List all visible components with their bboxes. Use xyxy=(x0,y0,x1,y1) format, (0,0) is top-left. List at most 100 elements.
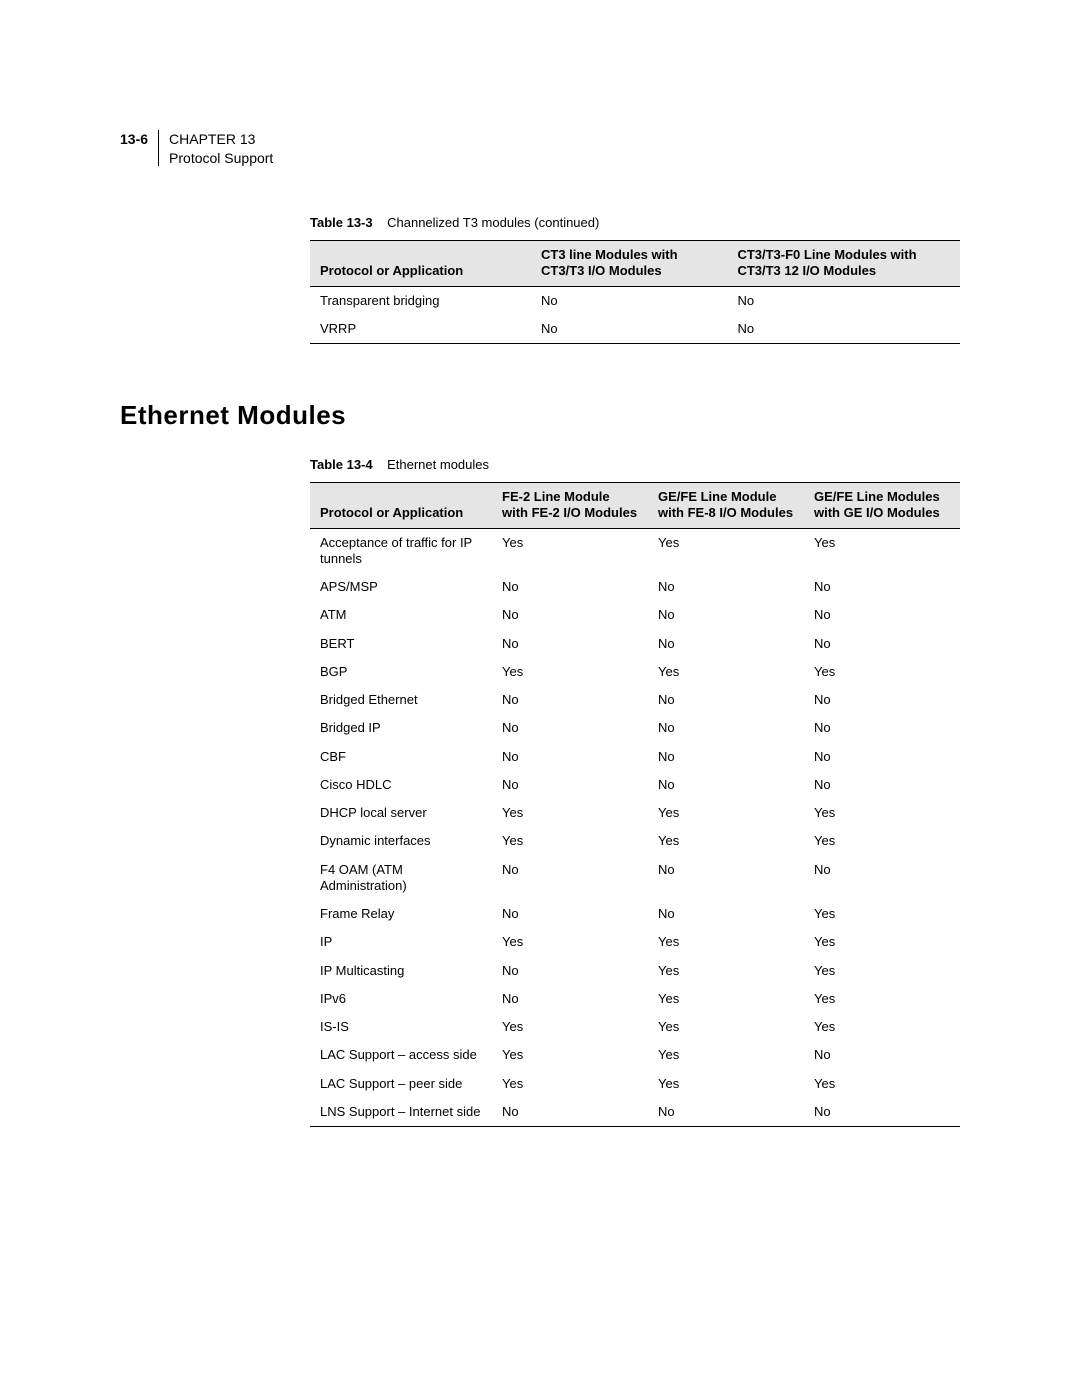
cell-value: Yes xyxy=(492,928,648,956)
cell-value: No xyxy=(648,573,804,601)
cell-value: No xyxy=(804,630,960,658)
cell-value: No xyxy=(648,771,804,799)
cell-value: No xyxy=(492,856,648,901)
table-row: Transparent bridgingNoNo xyxy=(310,286,960,315)
col-ct3: CT3 line Modules with CT3/T3 I/O Modules xyxy=(531,241,727,287)
cell-value: No xyxy=(804,601,960,629)
cell-value: No xyxy=(727,286,960,315)
table-row: Acceptance of traffic for IP tunnels YesY… xyxy=(310,528,960,573)
cell-value: Yes xyxy=(648,985,804,1013)
table-row: LAC Support – peer sideYesYesYes xyxy=(310,1070,960,1098)
cell-value: Yes xyxy=(804,900,960,928)
table-row: F4 OAM (ATM Administration)NoNoNo xyxy=(310,856,960,901)
col-ct3t3f0: CT3/T3-F0 Line Modules with CT3/T3 12 I/… xyxy=(727,241,960,287)
page-header: 13-6 CHAPTER 13 Protocol Support xyxy=(120,130,960,167)
cell-value: Yes xyxy=(648,957,804,985)
cell-value: No xyxy=(804,771,960,799)
cell-value: Yes xyxy=(648,799,804,827)
cell-value: No xyxy=(492,1098,648,1127)
cell-value: No xyxy=(492,686,648,714)
cell-value: Yes xyxy=(648,928,804,956)
cell-protocol: Cisco HDLC xyxy=(310,771,492,799)
cell-value: Yes xyxy=(804,928,960,956)
cell-protocol: Transparent bridging xyxy=(310,286,531,315)
cell-protocol: LAC Support – access side xyxy=(310,1041,492,1069)
cell-value: No xyxy=(492,743,648,771)
cell-value: No xyxy=(531,286,727,315)
cell-value: No xyxy=(648,856,804,901)
cell-protocol: Frame Relay xyxy=(310,900,492,928)
page-number: 13-6 xyxy=(120,130,158,148)
cell-protocol: Bridged Ethernet xyxy=(310,686,492,714)
cell-protocol: IS-IS xyxy=(310,1013,492,1041)
col-fe2: FE-2 Line Module with FE-2 I/O Modules xyxy=(492,483,648,529)
cell-protocol: BERT xyxy=(310,630,492,658)
table-row: IS-ISYesYesYes xyxy=(310,1013,960,1041)
cell-protocol: Dynamic interfaces xyxy=(310,827,492,855)
cell-value: No xyxy=(492,573,648,601)
cell-value: Yes xyxy=(804,528,960,573)
col-protocol: Protocol or Application xyxy=(310,483,492,529)
cell-protocol: LNS Support – Internet side xyxy=(310,1098,492,1127)
cell-value: No xyxy=(492,985,648,1013)
chapter-label: CHAPTER 13 xyxy=(169,131,255,147)
cell-protocol: LAC Support – peer side xyxy=(310,1070,492,1098)
cell-value: No xyxy=(648,1098,804,1127)
col-protocol: Protocol or Application xyxy=(310,241,531,287)
table-13-3-caption: Table 13-3 Channelized T3 modules (conti… xyxy=(310,215,960,230)
cell-protocol: ATM xyxy=(310,601,492,629)
cell-value: Yes xyxy=(648,528,804,573)
cell-value: No xyxy=(492,957,648,985)
cell-protocol: Acceptance of traffic for IP tunnels xyxy=(310,528,492,573)
table-row: ATMNoNoNo xyxy=(310,601,960,629)
col-gefe-fe8: GE/FE Line Module with FE-8 I/O Modules xyxy=(648,483,804,529)
cell-value: Yes xyxy=(804,827,960,855)
cell-protocol: IP xyxy=(310,928,492,956)
cell-value: No xyxy=(648,743,804,771)
cell-value: Yes xyxy=(648,1013,804,1041)
table-13-4-caption-prefix: Table 13-4 xyxy=(310,457,373,472)
cell-value: No xyxy=(727,315,960,344)
table-13-4-block: Table 13-4 Ethernet modules Protocol or … xyxy=(310,457,960,1127)
cell-protocol: APS/MSP xyxy=(310,573,492,601)
cell-value: No xyxy=(648,714,804,742)
cell-value: Yes xyxy=(804,799,960,827)
cell-value: No xyxy=(648,686,804,714)
cell-value: Yes xyxy=(804,658,960,686)
table-row: APS/MSPNoNoNo xyxy=(310,573,960,601)
section-heading-ethernet-modules: Ethernet Modules xyxy=(120,400,960,431)
cell-value: Yes xyxy=(492,1070,648,1098)
table-13-4-caption-text: Ethernet modules xyxy=(387,457,489,472)
table-13-3-caption-prefix: Table 13-3 xyxy=(310,215,373,230)
table-13-3-block: Table 13-3 Channelized T3 modules (conti… xyxy=(310,215,960,344)
cell-value: Yes xyxy=(492,827,648,855)
cell-value: No xyxy=(648,601,804,629)
cell-value: No xyxy=(492,900,648,928)
table-row: Dynamic interfacesYesYesYes xyxy=(310,827,960,855)
table-row: Cisco HDLCNoNoNo xyxy=(310,771,960,799)
table-row: LAC Support – access sideYesYesNo xyxy=(310,1041,960,1069)
col-gefe-ge: GE/FE Line Modules with GE I/O Modules xyxy=(804,483,960,529)
document-page: 13-6 CHAPTER 13 Protocol Support Table 1… xyxy=(0,0,1080,1397)
table-row: CBFNoNoNo xyxy=(310,743,960,771)
cell-protocol: IP Multicasting xyxy=(310,957,492,985)
table-header-row: Protocol or Application FE-2 Line Module… xyxy=(310,483,960,529)
table-row: IP MulticastingNoYesYes xyxy=(310,957,960,985)
cell-value: No xyxy=(648,900,804,928)
cell-protocol: IPv6 xyxy=(310,985,492,1013)
cell-value: Yes xyxy=(804,1070,960,1098)
table-13-3-caption-text: Channelized T3 modules (continued) xyxy=(387,215,599,230)
table-13-4-caption: Table 13-4 Ethernet modules xyxy=(310,457,960,472)
cell-protocol: DHCP local server xyxy=(310,799,492,827)
table-row: BGPYesYesYes xyxy=(310,658,960,686)
table-13-3: Protocol or Application CT3 line Modules… xyxy=(310,240,960,344)
cell-value: Yes xyxy=(648,658,804,686)
chapter-title: Protocol Support xyxy=(169,149,273,167)
cell-value: Yes xyxy=(648,827,804,855)
table-row: IPYesYesYes xyxy=(310,928,960,956)
cell-value: No xyxy=(804,686,960,714)
cell-value: Yes xyxy=(648,1070,804,1098)
cell-value: Yes xyxy=(492,1013,648,1041)
table-13-4-body: Acceptance of traffic for IP tunnelsYesY… xyxy=(310,528,960,1127)
table-row: Frame RelayNoNoYes xyxy=(310,900,960,928)
